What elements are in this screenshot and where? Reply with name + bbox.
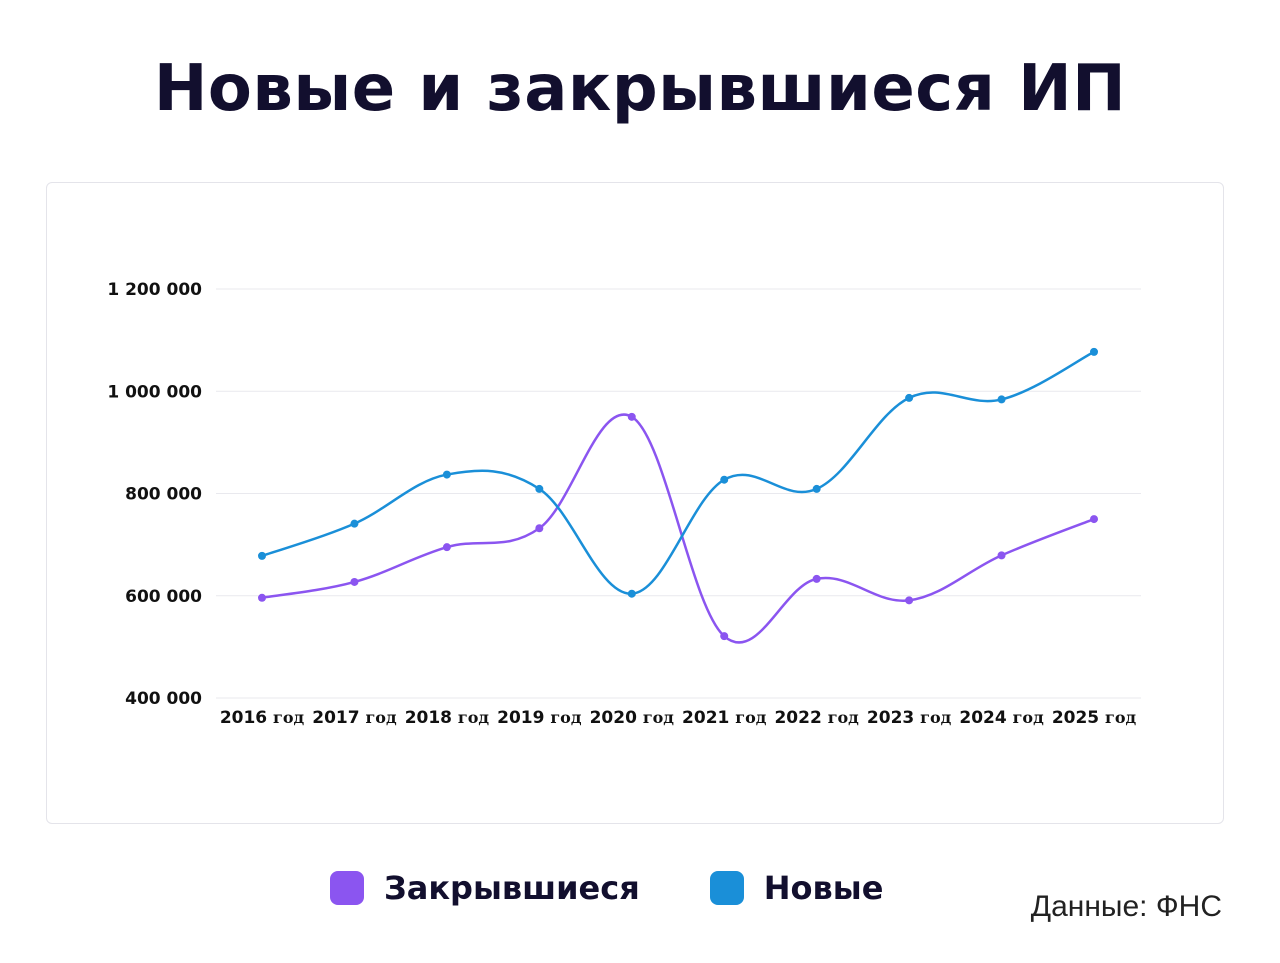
data-point-closed [905, 596, 914, 605]
y-tick-label: 600 000 [125, 587, 202, 607]
chart-title: Новые и закрывшиеся ИП [153, 52, 1127, 126]
y-tick-label: 1 200 000 [107, 280, 202, 300]
x-tick-label: 2025 год [1052, 708, 1137, 728]
x-tick-label: 2020 год [590, 708, 675, 728]
x-tick-label: 2016 год [220, 708, 305, 728]
legend: Закрывшиеся Новые [330, 866, 953, 910]
series-line-new [261, 350, 1095, 595]
chart-card: 400 000 600 000 800 000 1 000 000 1 200 000 2… [46, 182, 1224, 824]
x-tick-label: 2023 год [867, 708, 952, 728]
data-point-closed [627, 412, 636, 421]
data-point-closed [535, 524, 544, 533]
series-line-closed [261, 413, 1095, 644]
data-point-new [905, 393, 914, 402]
data-point-new [812, 484, 821, 493]
data-point-new [997, 395, 1006, 404]
data-point-new [442, 470, 451, 479]
data-point-closed [1090, 515, 1098, 524]
data-source: Данные: ФНС [1030, 890, 1222, 923]
data-point-new [720, 475, 729, 484]
data-point-new [627, 589, 636, 598]
line-chart: 400 000 600 000 800 000 1 000 000 1 200 000 2… [107, 280, 1141, 728]
data-point-new [535, 484, 544, 493]
legend-item-new: Новые [709, 869, 884, 907]
data-point-new [350, 519, 359, 528]
legend-swatch-new [709, 871, 744, 905]
data-point-new [1090, 347, 1098, 356]
data-point-closed [350, 577, 359, 586]
data-point-closed [258, 593, 266, 602]
legend-swatch-closed [330, 871, 364, 905]
x-tick-label: 2017 год [312, 708, 397, 728]
data-point-closed [720, 632, 729, 641]
data-point-new [258, 551, 266, 560]
legend-item-closed: Закрывшиеся [330, 869, 640, 907]
data-point-closed [812, 574, 821, 583]
x-tick-label: 2018 год [405, 708, 490, 728]
x-tick-label: 2019 год [497, 708, 582, 728]
x-tick-label: 2021 год [682, 708, 767, 728]
legend-label-new: Новые [763, 869, 884, 907]
legend-label-closed: Закрывшиеся [384, 869, 640, 907]
y-tick-label: 1 000 000 [107, 382, 202, 402]
y-tick-label: 400 000 [125, 689, 202, 709]
y-tick-label: 800 000 [125, 485, 202, 505]
data-point-closed [997, 551, 1006, 560]
x-tick-label: 2022 год [774, 708, 859, 728]
data-point-closed [442, 543, 451, 552]
x-tick-label: 2024 год [959, 708, 1044, 728]
